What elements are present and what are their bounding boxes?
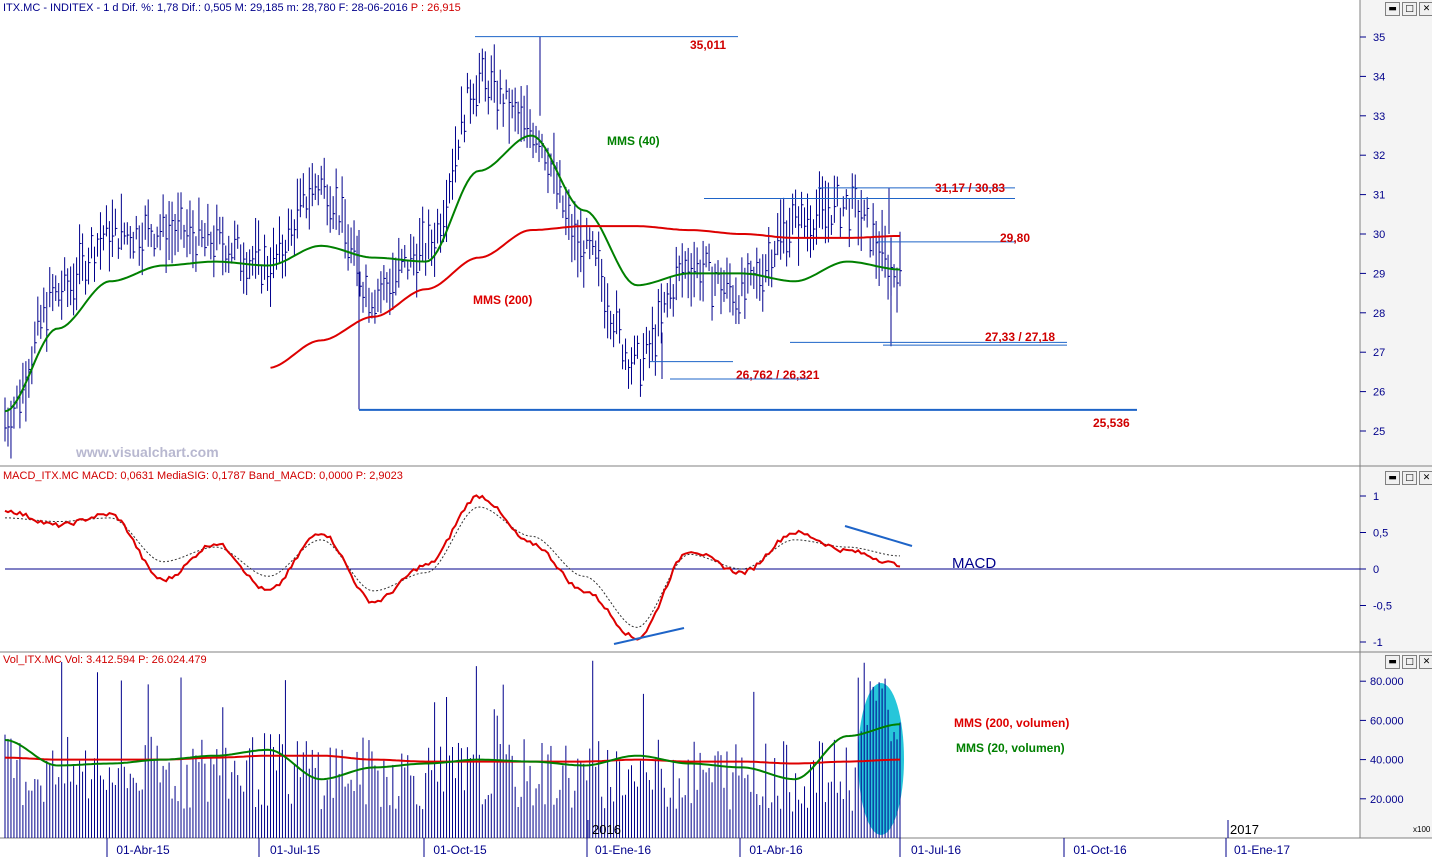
volume-y-tick-label: 20.000 <box>1370 794 1404 806</box>
macd-y-tick-label: -1 <box>1373 637 1383 649</box>
price-y-tick-label: 28 <box>1373 308 1385 320</box>
price-header: ITX.MC - INDITEX - 1 d Dif. %: 1,78 Dif.… <box>3 2 461 14</box>
price-y-tick-label: 32 <box>1373 150 1385 162</box>
x-tick-label: 01-Abr-15 <box>116 843 170 857</box>
macd-divergence-line <box>613 627 685 645</box>
close-icon[interactable]: ✕ <box>1419 2 1432 16</box>
price-y-tick-label: 29 <box>1373 268 1385 280</box>
macd-label: MACD <box>952 555 996 572</box>
price-y-tick-label: 30 <box>1373 229 1385 241</box>
volume-pane <box>0 652 1360 838</box>
price-y-tick-label: 31 <box>1373 190 1385 202</box>
year-label-2017: 2017 <box>1230 822 1259 837</box>
price-header-price: P : 26,915 <box>410 2 461 14</box>
price-y-tick-label: 26 <box>1373 387 1385 399</box>
ma200-line <box>270 225 900 369</box>
price-window-buttons: ▬ □ ✕ <box>1385 2 1432 16</box>
level-label: 29,80 <box>1000 231 1030 245</box>
level-label: 27,33 / 27,18 <box>985 330 1055 344</box>
maximize-icon[interactable]: □ <box>1402 471 1417 485</box>
volume-bars <box>4 660 1229 838</box>
maximize-icon[interactable]: □ <box>1402 2 1417 16</box>
volume-header-price: P: 26.024.479 <box>138 654 207 666</box>
macd-line <box>4 494 901 641</box>
minimize-icon[interactable]: ▬ <box>1385 655 1400 669</box>
volume-highlight-ellipse <box>858 683 904 835</box>
ma200-label: MMS (200) <box>473 293 532 307</box>
price-header-text: ITX.MC - INDITEX - 1 d Dif. %: 1,78 Dif.… <box>3 2 408 14</box>
maximize-icon[interactable]: □ <box>1402 655 1417 669</box>
x-tick-label: 01-Ene-17 <box>1234 843 1290 857</box>
price-y-tick-label: 25 <box>1373 426 1385 438</box>
price-pane <box>0 0 1360 466</box>
level-label: 25,536 <box>1093 416 1130 430</box>
macd-header-text: MACD_ITX.MC MACD: 0,0631 MediaSIG: 0,178… <box>3 470 353 482</box>
macd-signal-line <box>5 506 900 628</box>
x100-label: x100 <box>1413 825 1431 834</box>
x-tick-label: 01-Oct-16 <box>1073 843 1127 857</box>
y-axis-area <box>1360 0 1432 838</box>
x-tick-label: 01-Jul-16 <box>911 843 961 857</box>
year-label-2016: 2016 <box>592 822 621 837</box>
close-icon[interactable]: ✕ <box>1419 471 1432 485</box>
macd-y-tick-label: 1 <box>1373 491 1379 503</box>
macd-header: MACD_ITX.MC MACD: 0,0631 MediaSIG: 0,178… <box>3 470 403 482</box>
volume-y-tick-label: 60.000 <box>1370 715 1404 727</box>
price-moving-averages <box>4 134 901 413</box>
level-label: 35,011 <box>690 38 726 52</box>
volume-window-buttons: ▬ □ ✕ <box>1385 655 1432 669</box>
axes: 35 34 33 32 31 30 29 28 27 26 25 1 0,5 0 -0,5 -1 80.000 6… <box>106 32 1404 857</box>
vol-ma20-line <box>4 723 901 781</box>
price-y-tick-label: 27 <box>1373 347 1385 359</box>
volume-y-tick-label: 80.000 <box>1370 676 1404 688</box>
volume-header-text: Vol_ITX.MC Vol: 3.412.594 <box>3 654 136 666</box>
vol-ma20-label: MMS (20, volumen) <box>956 741 1065 755</box>
close-icon[interactable]: ✕ <box>1419 655 1432 669</box>
x-tick-label: 01-Oct-15 <box>433 843 487 857</box>
level-label: 31,17 / 30,83 <box>935 181 1005 195</box>
macd-divergence-line <box>844 525 913 547</box>
minimize-icon[interactable]: ▬ <box>1385 471 1400 485</box>
macd-header-price: P: 2,9023 <box>355 470 403 482</box>
x-tick-label: 01-Jul-15 <box>270 843 320 857</box>
price-y-tick-label: 34 <box>1373 71 1385 83</box>
macd-y-tick-label: -0,5 <box>1373 601 1392 613</box>
macd-window-buttons: ▬ □ ✕ <box>1385 471 1432 485</box>
support-resistance-levels: 35,011 31,17 / 30,83 29,80 27,33 / 27,18 26,… <box>359 36 1137 430</box>
price-y-tick-label: 33 <box>1373 111 1385 123</box>
level-label: 26,762 / 26,321 <box>736 368 820 382</box>
vol-ma200-label: MMS (200, volumen) <box>954 716 1069 730</box>
volume-header: Vol_ITX.MC Vol: 3.412.594 P: 26.024.479 <box>3 654 207 666</box>
ma40-label: MMS (40) <box>607 134 660 148</box>
watermark: www.visualchart.com <box>75 444 219 460</box>
volume-y-tick-label: 40.000 <box>1370 755 1404 767</box>
minimize-icon[interactable]: ▬ <box>1385 2 1400 16</box>
macd-y-tick-label: 0 <box>1373 564 1379 576</box>
x-tick-label: 01-Abr-16 <box>749 843 803 857</box>
macd-y-tick-label: 0,5 <box>1373 528 1388 540</box>
x-tick-label: 01-Ene-16 <box>595 843 651 857</box>
macd-lines <box>4 494 1360 645</box>
price-y-tick-label: 35 <box>1373 32 1385 44</box>
ma40-line <box>4 134 901 413</box>
